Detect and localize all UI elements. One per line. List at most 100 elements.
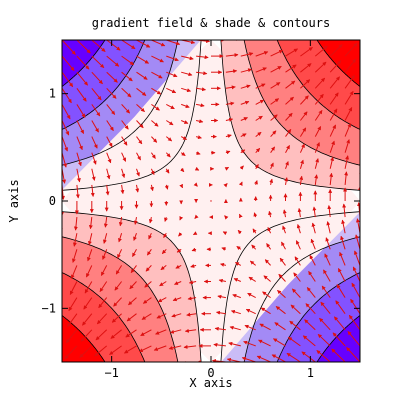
gradient-arrow <box>150 184 154 192</box>
gradient-arrow <box>281 241 286 250</box>
gradient-arrow <box>150 152 156 159</box>
gradient-arrow <box>314 109 323 121</box>
gradient-arrow <box>62 265 63 267</box>
gradient-arrow <box>165 136 173 142</box>
gradient-arrow <box>91 152 97 165</box>
gradient-arrow <box>166 55 179 62</box>
gradient-arrow <box>195 151 201 155</box>
gradient-arrow <box>320 301 331 315</box>
gradient-arrow <box>166 120 174 126</box>
gradient-arrow <box>160 265 167 271</box>
gradient-arrow <box>225 53 239 58</box>
gradient-arrow <box>118 233 123 243</box>
gradient-arrow <box>163 232 168 238</box>
gradient-arrow <box>294 256 301 266</box>
gradient-arrow <box>105 184 110 196</box>
gradient-arrow <box>196 87 206 92</box>
gradient-arrow <box>155 329 167 335</box>
gradient-arrow <box>85 265 93 278</box>
gradient-arrow <box>90 184 95 197</box>
gradient-arrow <box>234 262 242 266</box>
gradient-arrow <box>148 216 153 224</box>
gradient-arrow <box>76 88 87 102</box>
gradient-arrow <box>136 120 144 129</box>
gradient-arrow <box>91 55 105 69</box>
gradient-arrow <box>285 64 297 73</box>
x-tick-label: 1 <box>307 366 314 380</box>
gradient-arrow <box>62 55 75 71</box>
gradient-arrow <box>136 168 140 177</box>
gradient-arrow <box>291 288 301 298</box>
gradient-arrow <box>95 329 108 341</box>
gradient-arrow <box>151 136 158 143</box>
gradient-arrow <box>221 247 227 251</box>
gradient-arrow <box>102 249 108 260</box>
gradient-arrow <box>239 213 243 219</box>
gradient-arrow <box>117 249 123 259</box>
gradient-arrow <box>210 200 212 202</box>
gradient-arrow <box>166 87 177 94</box>
gradient-arrow <box>359 103 360 105</box>
x-tick-label: −1 <box>104 366 118 380</box>
gradient-arrow <box>225 101 235 106</box>
gradient-arrow <box>296 224 301 234</box>
contour-lines <box>62 40 360 362</box>
gradient-arrow <box>240 84 251 89</box>
gradient-arrow <box>260 307 271 315</box>
gradient-arrow <box>223 183 228 188</box>
gradient-arrow <box>151 120 159 127</box>
gradient-arrow <box>289 320 301 331</box>
gradient-arrow <box>159 281 167 287</box>
gradient-arrow <box>62 249 63 252</box>
gradient-arrow <box>148 232 153 240</box>
gradient-arrow <box>330 40 331 41</box>
gradient-arrow <box>76 152 82 167</box>
gradient-arrow <box>314 77 326 89</box>
gradient-arrow <box>359 119 360 121</box>
gradient-arrow <box>247 292 256 299</box>
gradient-arrow <box>285 48 298 57</box>
gradient-arrow <box>150 361 152 362</box>
gradient-arrow <box>245 308 256 315</box>
gradient-arrow <box>145 265 152 272</box>
gradient-arrow <box>299 159 304 169</box>
gradient-arrow <box>164 216 168 222</box>
gradient-arrow <box>255 40 258 41</box>
gradient-arrow <box>329 108 338 121</box>
gradient-arrow <box>133 233 137 241</box>
gradient-arrow <box>335 300 346 314</box>
gradient-arrow <box>232 294 241 299</box>
gradient-arrow <box>254 180 258 186</box>
gradient-arrow <box>76 120 85 134</box>
gradient-arrow <box>282 225 286 234</box>
gradient-arrow <box>323 269 331 282</box>
gradient-arrow <box>196 103 205 108</box>
gradient-arrow <box>91 136 98 149</box>
gradient-arrow <box>300 47 313 57</box>
gradient-arrow <box>350 298 360 314</box>
gradient-arrow <box>344 139 351 153</box>
gradient-arrow <box>240 133 247 138</box>
gradient-arrow <box>76 104 86 118</box>
gradient-arrow <box>121 136 128 146</box>
gradient-arrow <box>84 281 93 294</box>
gradient-arrow <box>285 80 296 89</box>
gradient-arrow <box>311 222 316 234</box>
gradient-arrow <box>293 272 301 282</box>
gradient-arrow <box>62 88 72 104</box>
gradient-arrow <box>329 60 342 73</box>
gradient-arrow <box>327 205 332 218</box>
gradient-arrow <box>244 324 256 331</box>
gradient-arrow <box>216 310 226 315</box>
gradient-arrow <box>284 177 289 185</box>
y-tick-label: 1 <box>49 87 56 101</box>
contour-line <box>243 40 360 166</box>
gradient-arrow <box>188 280 197 285</box>
gradient-arrow <box>136 40 151 48</box>
gradient-arrow <box>169 329 182 334</box>
gradient-arrow <box>62 136 69 152</box>
gradient-arrow <box>194 214 199 219</box>
gradient-arrow <box>136 71 148 80</box>
gradient-arrow <box>72 233 78 247</box>
gradient-arrow <box>278 273 286 282</box>
